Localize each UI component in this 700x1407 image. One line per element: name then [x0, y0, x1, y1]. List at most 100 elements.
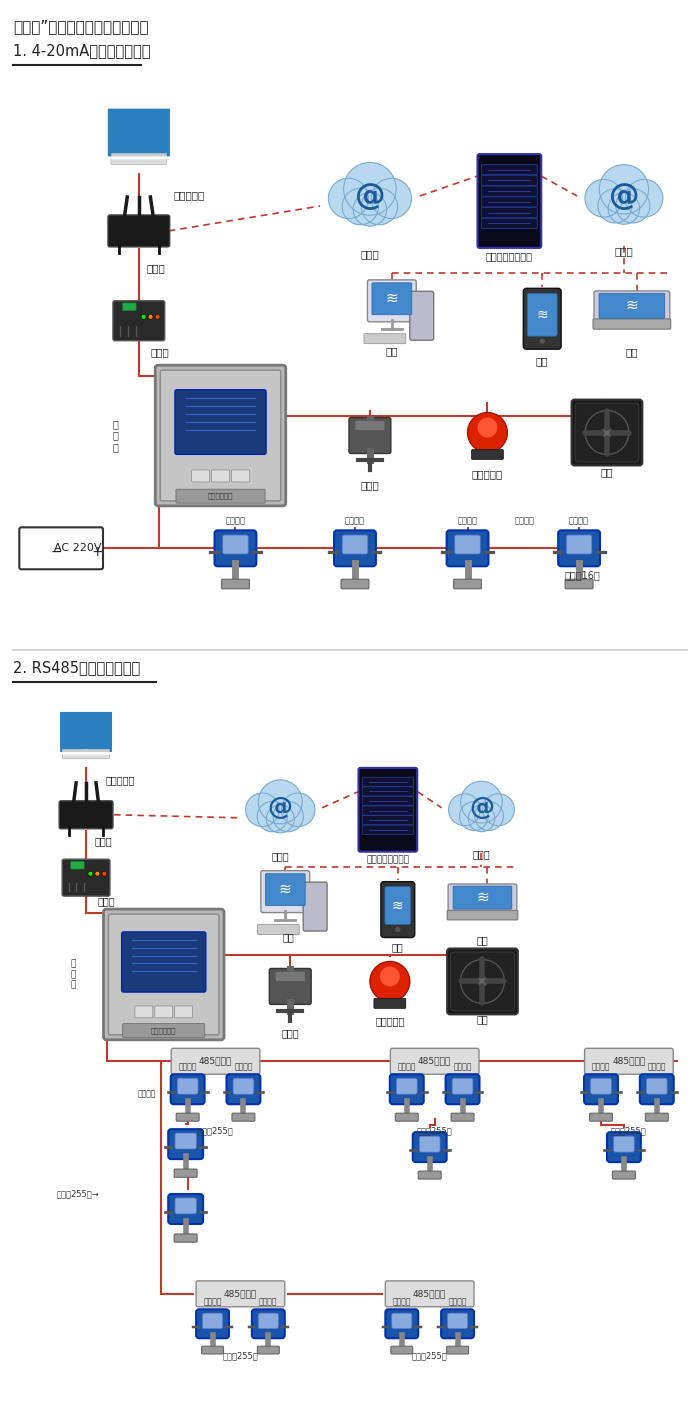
Circle shape [395, 927, 401, 933]
FancyBboxPatch shape [211, 470, 230, 483]
FancyBboxPatch shape [174, 1234, 197, 1242]
Text: 信号输出: 信号输出 [345, 516, 365, 525]
FancyBboxPatch shape [362, 806, 414, 815]
FancyBboxPatch shape [172, 1048, 260, 1075]
Text: 可连接255台: 可连接255台 [197, 1127, 233, 1135]
FancyBboxPatch shape [368, 280, 416, 322]
FancyBboxPatch shape [447, 910, 518, 920]
FancyBboxPatch shape [391, 1346, 413, 1354]
Circle shape [482, 794, 514, 826]
Circle shape [449, 794, 480, 826]
FancyBboxPatch shape [122, 931, 206, 992]
FancyBboxPatch shape [452, 1078, 473, 1095]
FancyBboxPatch shape [60, 801, 113, 829]
FancyBboxPatch shape [395, 1113, 418, 1121]
Text: 通
讯
线: 通 讯 线 [113, 419, 119, 452]
Text: 单机版电脑: 单机版电脑 [106, 775, 135, 785]
Circle shape [372, 179, 412, 218]
FancyBboxPatch shape [613, 1135, 634, 1152]
Circle shape [459, 802, 489, 830]
FancyBboxPatch shape [175, 390, 266, 454]
FancyBboxPatch shape [113, 301, 164, 340]
FancyBboxPatch shape [447, 1346, 468, 1354]
FancyBboxPatch shape [524, 288, 561, 349]
Circle shape [155, 314, 160, 319]
Text: 485中继器: 485中继器 [418, 1057, 452, 1065]
Text: +: + [91, 546, 103, 560]
Text: 信号输出: 信号输出 [225, 516, 246, 525]
FancyBboxPatch shape [176, 1113, 199, 1121]
Text: 信号输出: 信号输出 [454, 1062, 472, 1072]
FancyBboxPatch shape [355, 421, 385, 431]
FancyBboxPatch shape [135, 1006, 153, 1017]
FancyBboxPatch shape [364, 333, 406, 343]
Circle shape [598, 189, 632, 222]
FancyBboxPatch shape [640, 1075, 673, 1104]
FancyBboxPatch shape [155, 366, 286, 507]
Text: 终端: 终端 [626, 346, 638, 357]
Text: ≋: ≋ [279, 882, 292, 898]
FancyBboxPatch shape [270, 968, 312, 1005]
Text: 485中继器: 485中继器 [413, 1289, 447, 1299]
FancyBboxPatch shape [455, 535, 480, 554]
FancyBboxPatch shape [362, 816, 414, 825]
FancyBboxPatch shape [558, 530, 600, 566]
Circle shape [361, 189, 398, 225]
Text: 1. 4-20mA信号连接系统图: 1. 4-20mA信号连接系统图 [13, 44, 151, 58]
FancyBboxPatch shape [111, 158, 167, 165]
FancyBboxPatch shape [472, 449, 503, 460]
Text: 信号输出: 信号输出 [393, 1297, 411, 1306]
FancyBboxPatch shape [104, 909, 224, 1040]
FancyBboxPatch shape [372, 283, 412, 315]
FancyBboxPatch shape [419, 1135, 440, 1152]
FancyBboxPatch shape [62, 860, 110, 896]
FancyBboxPatch shape [261, 871, 309, 913]
FancyBboxPatch shape [223, 535, 248, 554]
Text: 互联网: 互联网 [615, 246, 634, 256]
FancyBboxPatch shape [527, 293, 557, 336]
FancyBboxPatch shape [413, 1133, 447, 1162]
FancyBboxPatch shape [584, 1048, 673, 1075]
FancyBboxPatch shape [453, 886, 512, 909]
FancyBboxPatch shape [342, 535, 368, 554]
Text: 信号输出: 信号输出 [458, 516, 477, 525]
FancyBboxPatch shape [122, 1024, 205, 1037]
FancyBboxPatch shape [275, 971, 305, 982]
Circle shape [477, 976, 487, 986]
FancyBboxPatch shape [447, 530, 489, 566]
Circle shape [148, 314, 153, 319]
FancyBboxPatch shape [584, 1075, 618, 1104]
FancyBboxPatch shape [168, 1130, 203, 1159]
Text: 信号输出: 信号输出 [592, 1062, 610, 1072]
Text: 声光报警器: 声光报警器 [375, 1016, 405, 1026]
FancyBboxPatch shape [70, 861, 84, 870]
Text: ≋: ≋ [392, 899, 404, 913]
FancyBboxPatch shape [447, 948, 518, 1014]
FancyBboxPatch shape [108, 915, 219, 1034]
Text: 电磁阀: 电磁阀 [281, 1029, 299, 1038]
Text: 485中继器: 485中继器 [612, 1057, 645, 1065]
FancyBboxPatch shape [381, 882, 414, 937]
FancyBboxPatch shape [232, 1113, 255, 1121]
FancyBboxPatch shape [341, 580, 369, 588]
FancyBboxPatch shape [258, 924, 299, 934]
FancyBboxPatch shape [196, 1310, 229, 1338]
Text: 互联网: 互联网 [272, 851, 289, 861]
FancyBboxPatch shape [482, 186, 538, 196]
FancyBboxPatch shape [176, 490, 265, 504]
Text: 转换器: 转换器 [98, 896, 116, 906]
FancyBboxPatch shape [227, 1075, 260, 1104]
Text: 安帕尔网络服务器: 安帕尔网络服务器 [486, 250, 533, 260]
FancyBboxPatch shape [362, 796, 414, 806]
FancyBboxPatch shape [594, 291, 670, 325]
Circle shape [539, 338, 545, 345]
Text: 信号输出: 信号输出 [569, 516, 589, 525]
Circle shape [95, 871, 100, 877]
Circle shape [475, 802, 503, 830]
Circle shape [599, 165, 649, 214]
Text: 可连接255台: 可连接255台 [611, 1127, 647, 1135]
FancyBboxPatch shape [451, 1113, 474, 1121]
Circle shape [281, 794, 315, 826]
FancyBboxPatch shape [451, 953, 514, 1010]
Text: 信号输出: 信号输出 [514, 516, 534, 525]
